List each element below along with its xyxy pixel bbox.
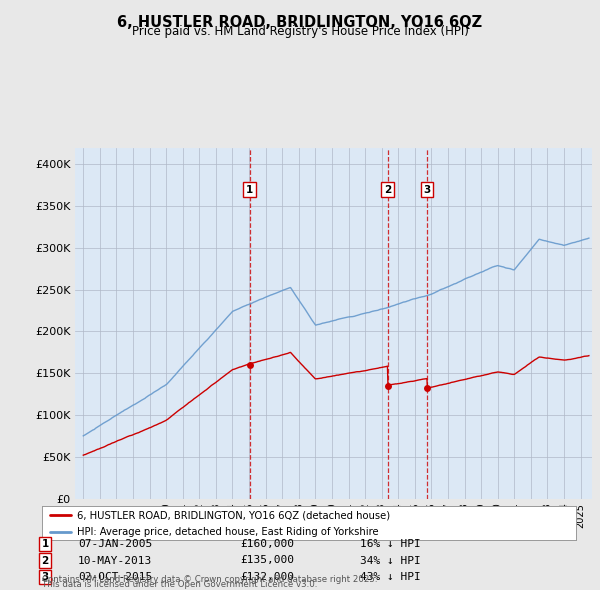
Text: 43% ↓ HPI: 43% ↓ HPI [360, 572, 421, 582]
Text: HPI: Average price, detached house, East Riding of Yorkshire: HPI: Average price, detached house, East… [77, 527, 379, 537]
Text: 07-JAN-2005: 07-JAN-2005 [78, 539, 152, 549]
Text: Price paid vs. HM Land Registry's House Price Index (HPI): Price paid vs. HM Land Registry's House … [131, 25, 469, 38]
Text: 3: 3 [424, 185, 431, 195]
Text: Contains HM Land Registry data © Crown copyright and database right 2025.: Contains HM Land Registry data © Crown c… [42, 575, 377, 584]
Text: £135,000: £135,000 [240, 556, 294, 565]
Text: £160,000: £160,000 [240, 539, 294, 549]
Text: This data is licensed under the Open Government Licence v3.0.: This data is licensed under the Open Gov… [42, 581, 317, 589]
Text: 16% ↓ HPI: 16% ↓ HPI [360, 539, 421, 549]
Text: 2: 2 [41, 556, 49, 565]
Text: 34% ↓ HPI: 34% ↓ HPI [360, 556, 421, 565]
Text: 02-OCT-2015: 02-OCT-2015 [78, 572, 152, 582]
Text: 2: 2 [384, 185, 391, 195]
Text: £132,000: £132,000 [240, 572, 294, 582]
Text: 6, HUSTLER ROAD, BRIDLINGTON, YO16 6QZ (detached house): 6, HUSTLER ROAD, BRIDLINGTON, YO16 6QZ (… [77, 510, 390, 520]
Text: 1: 1 [41, 539, 49, 549]
Text: 1: 1 [246, 185, 253, 195]
Text: 3: 3 [41, 572, 49, 582]
Text: 6, HUSTLER ROAD, BRIDLINGTON, YO16 6QZ: 6, HUSTLER ROAD, BRIDLINGTON, YO16 6QZ [118, 15, 482, 30]
Text: 10-MAY-2013: 10-MAY-2013 [78, 556, 152, 565]
